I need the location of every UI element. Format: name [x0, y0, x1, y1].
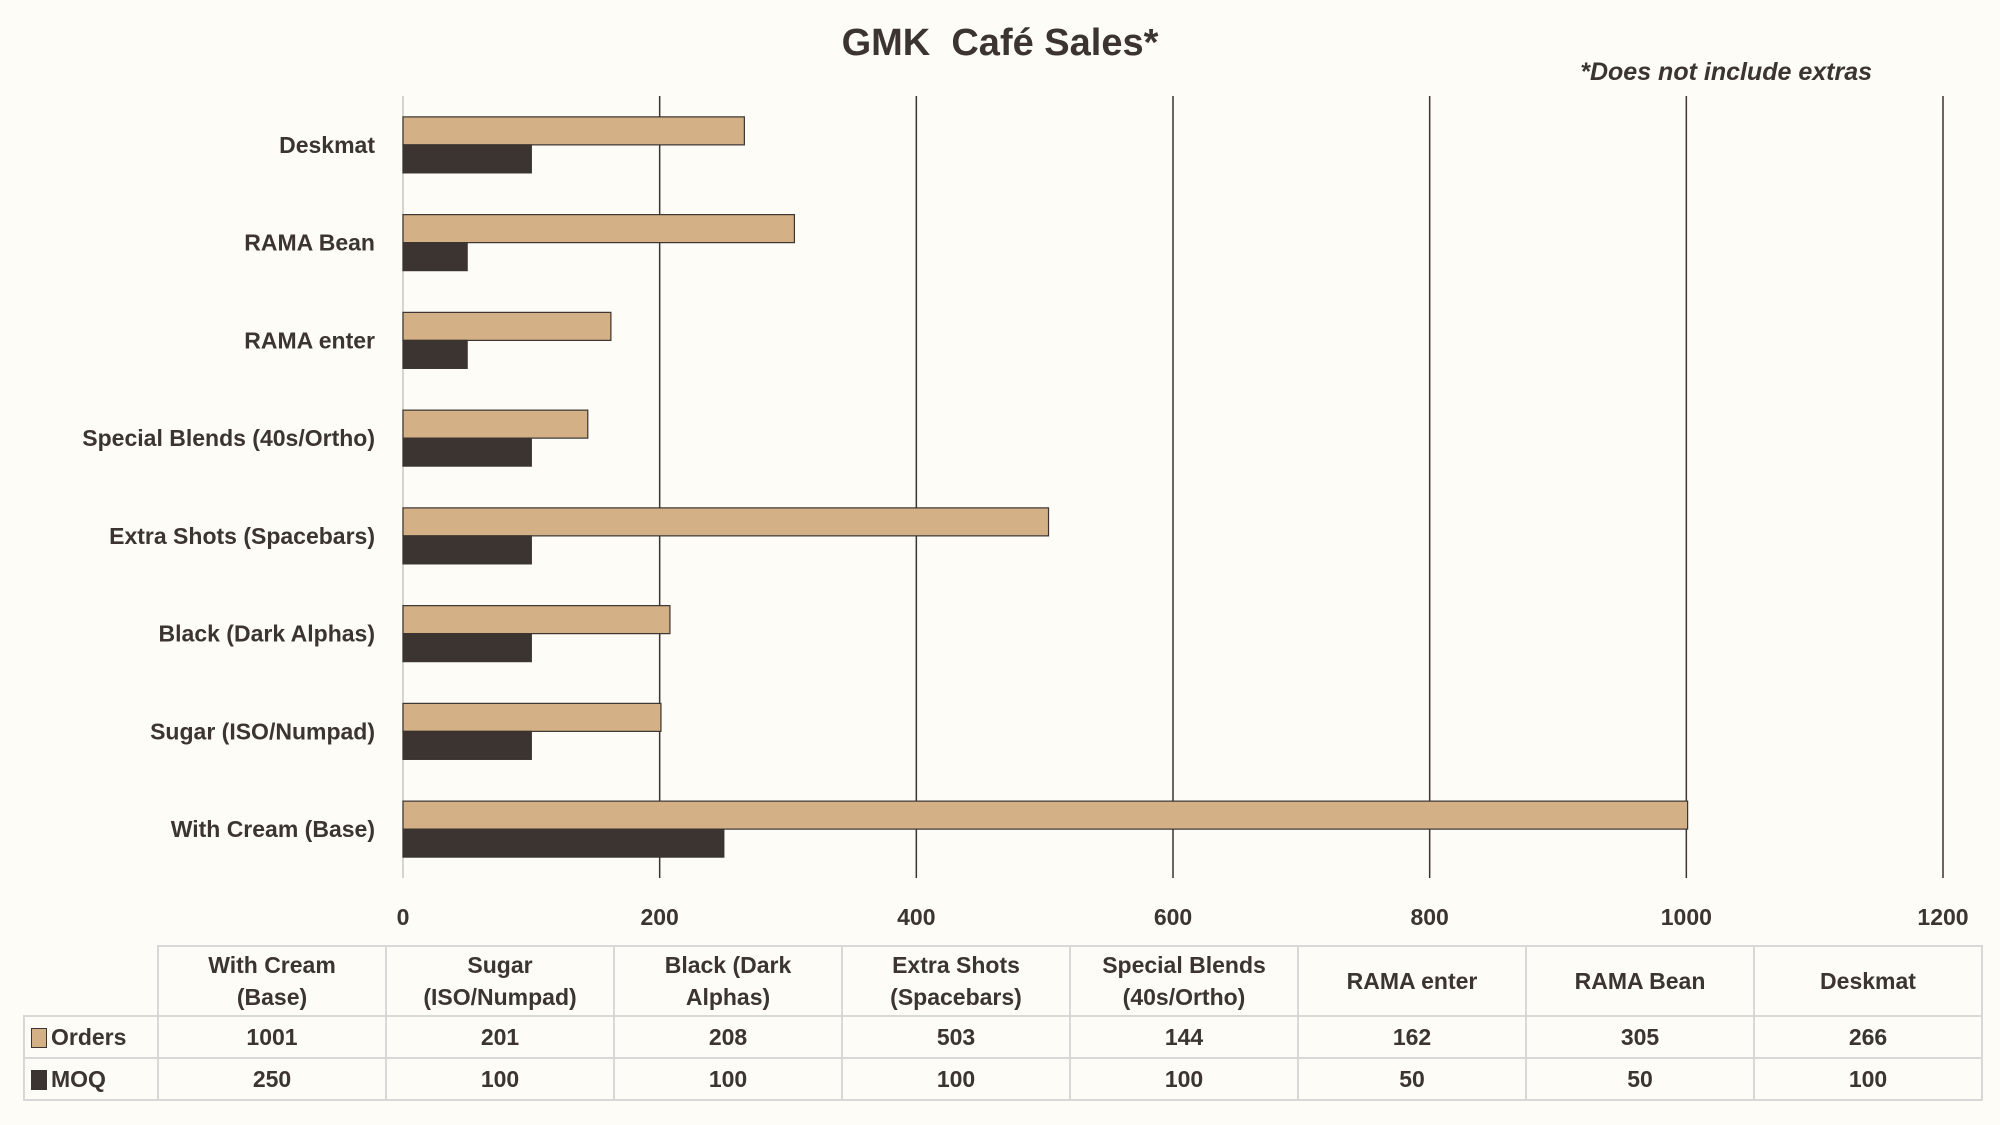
table-corner — [24, 946, 159, 1017]
table-header: Sugar (ISO/Numpad) — [385, 945, 615, 1017]
category-label: Extra Shots (Spacebars) — [109, 523, 375, 549]
table-cell: 100 — [385, 1057, 615, 1101]
bar-moq — [402, 242, 468, 272]
data-table: With Cream (Base) Sugar (ISO/Numpad) Black (… — [23, 945, 1983, 1101]
table-header: With Cream (Base) — [157, 945, 387, 1017]
table-cell: 201 — [385, 1015, 615, 1059]
table-cell: 100 — [841, 1057, 1071, 1101]
x-tick-label: 200 — [640, 904, 678, 930]
bar-moq — [402, 730, 532, 760]
table-header: RAMA enter — [1297, 945, 1527, 1017]
table-cell: 144 — [1069, 1015, 1299, 1059]
chart-title: GMK Café Sales* — [841, 22, 1159, 64]
table-header: Extra Shots (Spacebars) — [841, 945, 1071, 1017]
legend-moq: MOQ — [23, 1057, 159, 1101]
category-label: Special Blends (40s/Ortho) — [82, 425, 375, 451]
table-cell: 100 — [1069, 1057, 1299, 1101]
legend-swatch — [31, 1069, 47, 1090]
category-label: Sugar (ISO/Numpad) — [150, 718, 375, 744]
x-tick-label: 600 — [1154, 904, 1192, 930]
category-label: With Cream (Base) — [171, 816, 375, 842]
table-cell: 250 — [157, 1057, 387, 1101]
bar-orders — [402, 605, 671, 635]
category-label: Deskmat — [279, 132, 375, 158]
x-tick-label: 1200 — [1917, 904, 1968, 930]
bar-chart: 0 200 400 600 800 1000 1200 With Cream (Base) Su… — [82, 96, 1969, 930]
category-label: RAMA Bean — [244, 230, 375, 256]
category-label: RAMA enter — [244, 327, 375, 353]
table-cell: 162 — [1297, 1015, 1527, 1059]
bar-moq — [402, 144, 532, 174]
table-cell: 1001 — [157, 1015, 387, 1059]
table-cell: 100 — [613, 1057, 843, 1101]
table-cell: 305 — [1525, 1015, 1755, 1059]
table-header: Black (Dark Alphas) — [613, 945, 843, 1017]
bar-moq — [402, 437, 532, 467]
footnote: *Does not include extras — [1580, 58, 1872, 86]
table-header: Special Blends (40s/Ortho) — [1069, 945, 1299, 1017]
bar-orders — [402, 214, 796, 244]
bar-orders — [402, 507, 1050, 537]
table-cell: 100 — [1753, 1057, 1983, 1101]
bar-orders — [402, 800, 1689, 830]
table-cell: 50 — [1297, 1057, 1527, 1101]
x-tick-label: 800 — [1410, 904, 1448, 930]
table-cell: 50 — [1525, 1057, 1755, 1101]
x-tick-label: 0 — [397, 904, 410, 930]
legend-orders: Orders — [23, 1015, 159, 1059]
table-cell: 208 — [613, 1015, 843, 1059]
table-header: RAMA Bean — [1525, 945, 1755, 1017]
legend-swatch — [31, 1027, 47, 1048]
bar-moq — [402, 339, 468, 369]
bar-orders — [402, 409, 589, 439]
x-tick-label: 400 — [897, 904, 935, 930]
table-cell: 503 — [841, 1015, 1071, 1059]
bar-moq — [402, 828, 725, 858]
bar-orders — [402, 702, 662, 732]
bar-moq — [402, 535, 532, 565]
x-tick-label: 1000 — [1661, 904, 1712, 930]
table-cell: 266 — [1753, 1015, 1983, 1059]
table-header: Deskmat — [1753, 945, 1983, 1017]
category-label: Black (Dark Alphas) — [159, 621, 375, 647]
bar-moq — [402, 633, 532, 663]
bar-orders — [402, 116, 745, 146]
bar-orders — [402, 311, 612, 341]
